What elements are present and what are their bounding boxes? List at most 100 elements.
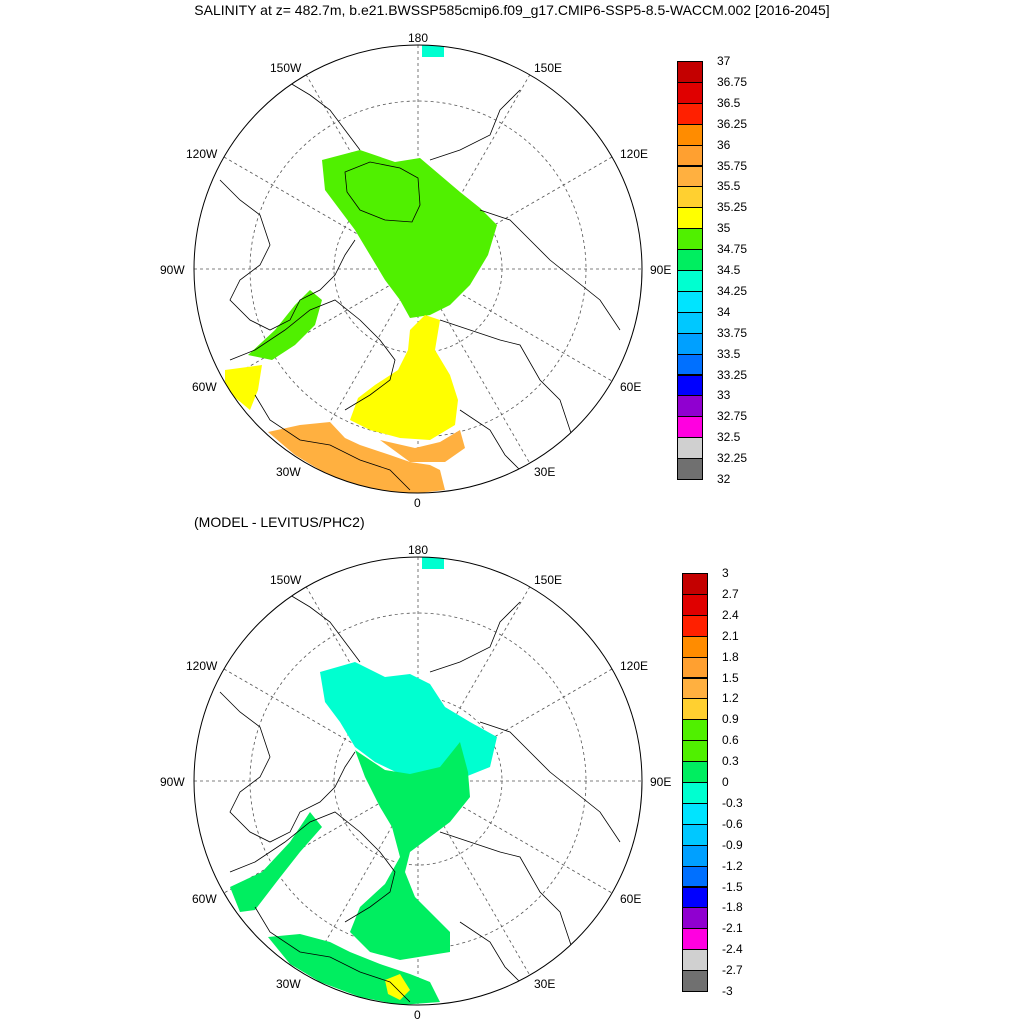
colorbar-label: -0.6 (722, 816, 743, 831)
colorbar-swatch (677, 186, 703, 209)
colorbar-label: 0 (722, 775, 729, 789)
colorbar-label: -3 (722, 984, 733, 998)
colorbar-label: 1.8 (722, 649, 739, 664)
colorbar-swatch (677, 395, 703, 418)
lon-label-180: 180 (408, 31, 429, 45)
colorbar-label: -0.9 (722, 837, 743, 852)
lon-label-60e: 60E (620, 380, 642, 394)
lon-label-150w: 150W (270, 61, 302, 75)
colorbar-swatch (682, 865, 708, 888)
colorbar-swatch (682, 886, 708, 909)
colorbar-label: 35 (717, 221, 731, 236)
colorbar-label: -2.4 (722, 942, 743, 957)
colorbar-swatch (677, 144, 703, 167)
colorbar-label: 36.5 (717, 95, 741, 110)
colorbar-label: 0.6 (722, 733, 739, 748)
colorbar-label: 37 (717, 54, 731, 68)
lon-label-120e: 120E (620, 659, 649, 673)
lon-label-90e: 90E (650, 263, 672, 277)
colorbar-label: 36.75 (717, 74, 748, 89)
colorbar-swatch (677, 290, 703, 313)
lon-label-150w: 150W (270, 573, 302, 587)
colorbar-swatch (682, 970, 708, 992)
salinity-region-atlantic (350, 315, 458, 440)
colorbar-label: 2.7 (722, 586, 739, 601)
colorbar-label: -1.2 (722, 858, 743, 873)
lon-label-150e: 150E (534, 573, 563, 587)
colorbar-swatch (682, 740, 708, 763)
colorbar-label: -2.7 (722, 963, 743, 978)
colorbar-swatch (677, 123, 703, 146)
salinity-region-arctic (322, 150, 497, 318)
colorbar-label: 0.9 (722, 712, 739, 727)
lon-label-120w: 120W (186, 659, 218, 673)
colorbar-label: 33.5 (717, 346, 741, 361)
lon-label-180: 180 (408, 543, 429, 557)
colorbar-swatch (682, 656, 708, 679)
colorbar-swatch (677, 228, 703, 251)
colorbar-label: 32 (717, 472, 731, 486)
colorbar-swatch (682, 802, 708, 825)
colorbar-swatch (682, 614, 708, 637)
colorbar-swatch (682, 593, 708, 616)
figure-subtitle: (MODEL - LEVITUS/PHC2) (194, 514, 365, 530)
colorbar-swatch (682, 949, 708, 972)
colorbar-swatch (677, 353, 703, 376)
salinity-map-panel: 180 0 90W 90E 150W 150E 120W 120E 60W 60… (160, 31, 777, 510)
colorbar-label: 32.25 (717, 451, 748, 466)
colorbar-label: 33.25 (717, 367, 748, 382)
colorbar-label: 35.25 (717, 200, 748, 215)
lon-label-60w: 60W (192, 892, 217, 906)
colorbar-label: 36 (717, 137, 731, 152)
difference-region-cyan (320, 662, 497, 777)
difference-colorbar: 3 2.7 2.4 2.1 1.8 1.5 1.2 0.9 0.6 0.3 0 -0.3 -0.6 -0.… (682, 566, 782, 998)
difference-map-panel: 180 0 90W 90E 150W 150E 120W 120E 60W 60… (0, 512, 1024, 1024)
colorbar-swatch (682, 844, 708, 867)
colorbar-label: 0.3 (722, 754, 739, 769)
colorbar-swatch (682, 823, 708, 846)
lon-label-120e: 120E (620, 147, 649, 161)
colorbar-label: 34.75 (717, 242, 748, 257)
colorbar-swatch (682, 677, 708, 700)
lon-label-90w: 90W (160, 263, 185, 277)
colorbar-swatch (682, 907, 708, 930)
colorbar-label: 2.4 (722, 607, 739, 622)
colorbar-swatch (677, 458, 703, 480)
colorbar-swatch (677, 437, 703, 460)
colorbar-label: 36.25 (717, 116, 748, 131)
salinity-colorbar: 37 36.75 36.5 36.25 36 35.75 35.5 35.25 35 34.75 3… (677, 54, 777, 486)
colorbar-swatch (682, 635, 708, 658)
colorbar-label: 35.5 (717, 179, 741, 194)
colorbar-swatch (677, 249, 703, 271)
colorbar-label: 33 (717, 388, 731, 403)
colorbar-label: 32.75 (717, 409, 748, 424)
lon-label-30w: 30W (276, 977, 301, 991)
lon-label-0: 0 (414, 1008, 421, 1022)
colorbar-label: 3 (722, 566, 729, 580)
lon-label-0: 0 (414, 496, 421, 510)
lon-label-30e: 30E (534, 977, 556, 991)
colorbar-label: 2.1 (722, 628, 739, 643)
colorbar-label: -2.1 (722, 921, 743, 936)
colorbar-swatch (682, 928, 708, 951)
lon-label-90e: 90E (650, 775, 672, 789)
colorbar-label: 34.5 (717, 263, 741, 277)
colorbar-swatch (682, 698, 708, 721)
colorbar-label: -1.8 (722, 900, 743, 915)
colorbar-swatch (677, 332, 703, 355)
colorbar-label: 1.5 (722, 670, 739, 685)
colorbar-swatch (677, 311, 703, 334)
colorbar-swatch (682, 761, 708, 783)
colorbar-swatch (682, 782, 708, 804)
colorbar-label: 33.75 (717, 325, 748, 340)
colorbar-swatch (682, 573, 708, 595)
lon-label-30w: 30W (276, 465, 301, 479)
colorbar-swatch (677, 81, 703, 104)
lon-label-30e: 30E (534, 465, 556, 479)
lon-label-90w: 90W (160, 775, 185, 789)
colorbar-label: -0.3 (722, 795, 743, 810)
colorbar-swatch (677, 61, 703, 83)
lon-label-60w: 60W (192, 380, 217, 394)
colorbar-label: 1.2 (722, 691, 739, 706)
lon-label-60e: 60E (620, 892, 642, 906)
